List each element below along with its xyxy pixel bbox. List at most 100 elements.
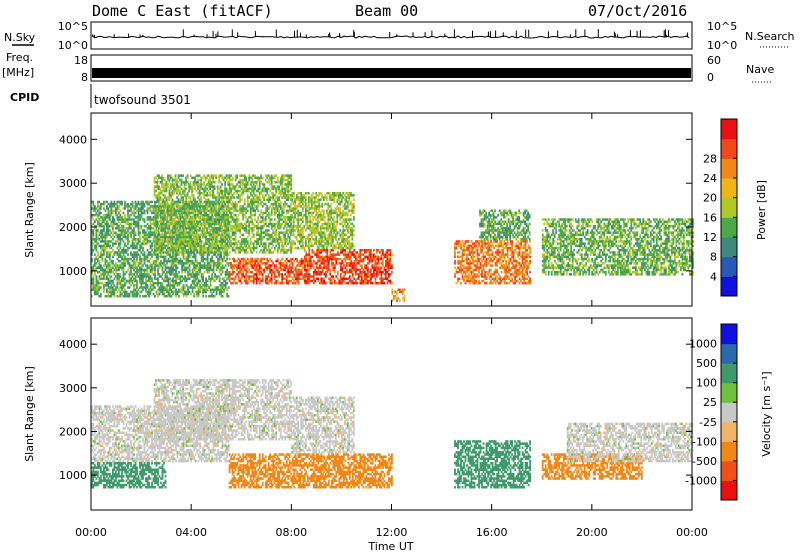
heatmap-cell <box>246 235 249 239</box>
heatmap-cell <box>212 176 214 180</box>
heatmap-cell <box>225 249 228 252</box>
heatmap-cell <box>183 235 186 239</box>
heatmap-cell <box>185 207 188 210</box>
heatmap-cell <box>136 284 138 287</box>
heatmap-cell <box>148 227 150 230</box>
heatmap-cell <box>275 233 278 237</box>
heatmap-cell <box>234 220 237 223</box>
heatmap-cell <box>158 290 161 294</box>
heatmap-cell <box>173 205 175 208</box>
heatmap-cell <box>291 277 294 280</box>
heatmap-cell <box>171 244 174 248</box>
heatmap-cell <box>143 235 146 239</box>
heatmap-cell <box>167 249 169 252</box>
heatmap-cell <box>215 205 217 208</box>
heatmap-cell <box>158 246 160 250</box>
heatmap-cell <box>155 220 157 223</box>
heatmap-cell <box>185 220 187 223</box>
heatmap-cell <box>278 196 281 199</box>
heatmap-cell <box>272 205 275 208</box>
heatmap-cell <box>130 277 132 280</box>
heatmap-cell <box>170 273 173 276</box>
heatmap-cell <box>245 273 248 276</box>
heatmap-cell <box>246 242 249 245</box>
heatmap-cell <box>143 295 146 298</box>
heatmap-cell <box>156 242 159 245</box>
heatmap-cell <box>190 259 192 263</box>
heatmap-cell <box>231 227 234 230</box>
heatmap-cell <box>161 213 163 217</box>
heatmap-cell <box>197 295 200 298</box>
heatmap-cell <box>234 213 237 217</box>
heatmap-cell <box>184 240 186 243</box>
heatmap-cell <box>218 259 221 263</box>
heatmap-cell <box>91 213 93 217</box>
heatmap-cell <box>151 279 153 283</box>
heatmap-cell <box>137 270 140 274</box>
heatmap-cell <box>137 253 140 256</box>
heatmap-cell <box>149 246 152 250</box>
heatmap-cell <box>237 249 240 252</box>
heatmap-cell <box>233 187 235 191</box>
heatmap-cell <box>106 240 108 243</box>
heatmap-cell <box>251 231 254 234</box>
heatmap-cell <box>169 292 171 296</box>
heatmap-cell <box>290 176 293 180</box>
heatmap-cell <box>137 209 140 212</box>
heatmap-cell <box>202 273 204 276</box>
heatmap-cell <box>227 227 229 230</box>
heatmap-cell <box>172 253 174 256</box>
heatmap-cell <box>224 249 226 252</box>
heatmap-cell <box>198 194 201 197</box>
heatmap-cell <box>149 270 152 274</box>
heatmap-cell <box>177 242 180 245</box>
heatmap-cell <box>125 249 128 252</box>
heatmap-cell <box>161 181 163 184</box>
heatmap-cell <box>140 202 143 206</box>
heatmap-cell <box>161 251 163 254</box>
heatmap-cell <box>97 286 99 289</box>
heatmap-cell <box>203 253 206 256</box>
heatmap-cell <box>91 266 93 269</box>
heatmap-cell <box>202 264 204 267</box>
heatmap-cell <box>220 251 222 254</box>
heatmap-cell <box>146 270 149 274</box>
heatmap-cell <box>297 279 300 283</box>
heatmap-cell <box>300 262 303 265</box>
heatmap-cell <box>227 213 229 217</box>
heatmap-cell <box>188 213 190 217</box>
heatmap-cell <box>183 222 186 226</box>
heatmap-cell <box>206 220 208 223</box>
heatmap-cell <box>107 216 110 219</box>
heatmap-cell <box>288 196 291 199</box>
heatmap-cell <box>197 233 199 237</box>
heatmap-cell <box>245 211 248 215</box>
heatmap-cell <box>224 229 227 232</box>
heatmap-cell <box>145 268 147 272</box>
heatmap-cell <box>136 220 138 223</box>
heatmap-cell <box>185 218 187 221</box>
heatmap-cell <box>251 205 254 208</box>
heatmap-cell <box>188 235 190 239</box>
heatmap-cell <box>224 240 226 243</box>
heatmap-cell <box>176 183 178 186</box>
heatmap-cell <box>189 174 192 177</box>
heatmap-cell <box>257 205 260 208</box>
heatmap-cell <box>156 178 159 182</box>
heatmap-cell <box>179 233 182 237</box>
heatmap-cell <box>200 183 202 186</box>
heatmap-cell <box>149 253 152 256</box>
heatmap-cell <box>233 209 235 212</box>
heatmap-cell <box>124 202 126 206</box>
heatmap-cell <box>91 268 93 272</box>
heatmap-cell <box>237 189 240 193</box>
heatmap-cell <box>239 224 241 228</box>
heatmap-cell <box>203 229 205 232</box>
heatmap-cell <box>183 183 186 186</box>
heatmap-cell <box>248 233 251 237</box>
heatmap-cell <box>249 216 252 219</box>
heatmap-cell <box>264 216 267 219</box>
heatmap-cell <box>281 273 284 276</box>
heatmap-cell <box>218 279 221 283</box>
heatmap-cell <box>157 292 159 296</box>
